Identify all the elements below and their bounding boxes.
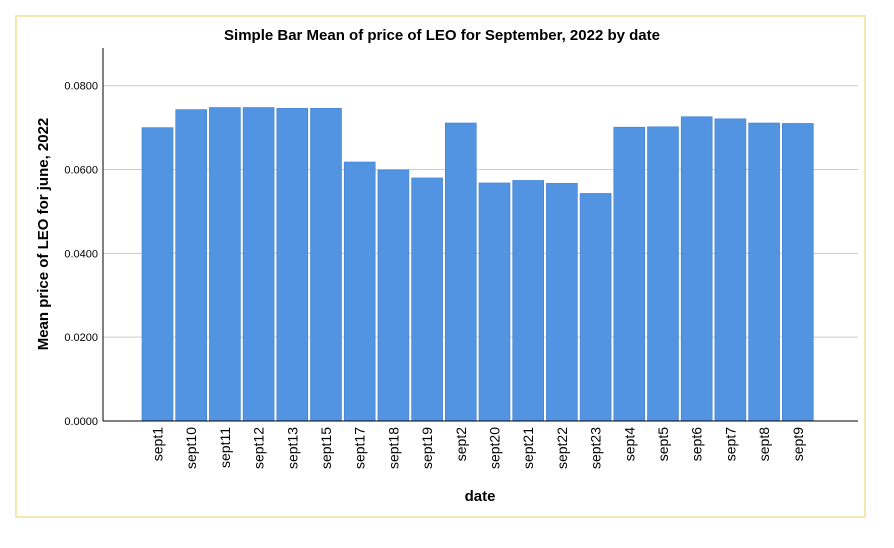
x-tick-label: sept13 [284, 427, 300, 469]
x-tick-label: sept8 [756, 427, 772, 461]
x-tick-label: sept9 [790, 427, 806, 461]
x-tick-label: sept6 [689, 427, 705, 461]
x-tick-label: sept15 [318, 427, 334, 469]
x-tick-label: sept10 [183, 427, 199, 469]
y-axis-title: Mean price of LEO for june, 2022 [35, 118, 52, 351]
bar-sept18 [377, 169, 410, 422]
bar-sept23 [579, 193, 612, 422]
x-tick-label: sept20 [487, 427, 503, 469]
x-tick-label: sept1 [150, 427, 166, 461]
x-tick-label: sept23 [588, 427, 604, 469]
bar-sept13 [276, 108, 309, 422]
bar-sept15 [310, 108, 342, 422]
bar-sept11 [209, 107, 241, 422]
x-tick-label: sept18 [385, 427, 401, 469]
y-tick-label: 0.0600 [64, 165, 98, 177]
bar-sept17 [343, 161, 376, 422]
bar-sept9 [781, 123, 814, 422]
bar-sept12 [242, 107, 275, 422]
bar-sept19 [411, 177, 443, 422]
x-tick-label: sept2 [453, 427, 469, 461]
y-tick-label: 0.0400 [64, 248, 98, 260]
y-tick-labels: 0.0000 0.0200 0.0400 0.0600 0.0800 [64, 81, 98, 428]
bar-sept8 [748, 122, 780, 422]
x-tick-labels: sept1 sept10 sept11 sept12 sept13 sept15 sept1… [150, 427, 806, 469]
y-tick-label: 0.0200 [64, 332, 98, 344]
y-tick-label: 0.0000 [64, 416, 98, 428]
x-tick-label: sept22 [554, 427, 570, 469]
bar-sept2 [444, 122, 477, 422]
x-tick-label: sept12 [251, 427, 267, 469]
bar-sept5 [647, 126, 679, 422]
x-tick-label: sept21 [520, 427, 536, 469]
x-axis-title: date [465, 488, 496, 505]
x-tick-label: sept11 [217, 427, 233, 468]
x-tick-label: sept19 [419, 427, 435, 469]
bars [141, 107, 814, 422]
x-tick-label: sept5 [655, 427, 671, 461]
bar-sept1 [141, 127, 174, 422]
chart-title: Simple Bar Mean of price of LEO for Sept… [224, 27, 660, 44]
x-tick-label: sept17 [352, 427, 368, 469]
bar-sept10 [175, 109, 207, 422]
bar-sept22 [546, 183, 578, 422]
x-tick-label: sept7 [722, 427, 738, 461]
bar-sept4 [613, 126, 646, 422]
bar-sept21 [512, 180, 545, 422]
bar-sept20 [478, 182, 511, 422]
y-tick-label: 0.0800 [64, 81, 98, 93]
bar-sept7 [714, 118, 747, 422]
bar-sept6 [680, 116, 713, 422]
x-tick-label: sept4 [621, 427, 637, 461]
